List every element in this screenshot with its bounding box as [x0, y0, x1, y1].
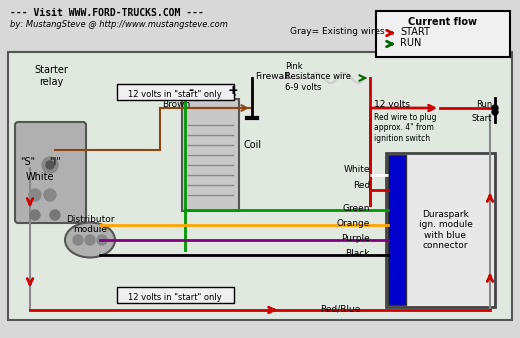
Text: Green: Green: [343, 204, 370, 213]
Text: Orange: Orange: [336, 219, 370, 228]
Circle shape: [492, 109, 498, 115]
Text: Coil: Coil: [243, 140, 261, 150]
Text: Start: Start: [472, 114, 492, 123]
Text: Duraspark
ign. module
with blue
connector: Duraspark ign. module with blue connecto…: [419, 210, 473, 250]
Text: Brown: Brown: [162, 100, 190, 109]
FancyBboxPatch shape: [386, 153, 495, 307]
Circle shape: [29, 189, 41, 201]
Text: -: -: [188, 84, 193, 97]
Circle shape: [42, 157, 58, 173]
Circle shape: [46, 161, 54, 169]
Text: --- Visit WWW.FORD-TRUCKS.COM ---: --- Visit WWW.FORD-TRUCKS.COM ---: [10, 8, 204, 18]
Text: "S": "S": [20, 157, 35, 167]
Circle shape: [44, 189, 56, 201]
Text: 12 volts in "start" only: 12 volts in "start" only: [128, 293, 222, 302]
Text: White: White: [26, 172, 54, 182]
Circle shape: [492, 105, 498, 111]
Text: White: White: [344, 166, 370, 174]
Text: 12 volts in "start" only: 12 volts in "start" only: [128, 90, 222, 99]
Text: Red: Red: [353, 180, 370, 190]
Text: Black: Black: [345, 249, 370, 258]
Text: Purple: Purple: [341, 234, 370, 243]
Text: +: +: [228, 84, 239, 97]
Text: Run: Run: [476, 100, 492, 109]
FancyBboxPatch shape: [388, 155, 406, 305]
Circle shape: [85, 235, 95, 245]
Circle shape: [50, 210, 60, 220]
Text: Pink
Resistance wire
6-9 volts: Pink Resistance wire 6-9 volts: [285, 62, 351, 92]
Text: "I": "I": [49, 157, 61, 167]
Text: Distributor
module: Distributor module: [66, 215, 114, 234]
FancyBboxPatch shape: [117, 287, 234, 303]
Text: Gray= Existing wires: Gray= Existing wires: [290, 27, 385, 37]
Text: Current flow: Current flow: [409, 17, 477, 27]
Circle shape: [30, 210, 40, 220]
Text: Red/Blue: Red/Blue: [320, 304, 360, 313]
Ellipse shape: [65, 222, 115, 258]
Text: START: START: [400, 27, 430, 37]
Text: Firewall: Firewall: [255, 72, 289, 81]
Text: by: MustangSteve @ http://www.mustangsteve.com: by: MustangSteve @ http://www.mustangste…: [10, 20, 228, 29]
FancyBboxPatch shape: [376, 11, 510, 57]
Text: 12 volts: 12 volts: [374, 100, 410, 109]
Circle shape: [73, 235, 83, 245]
Text: Red wire to plug
approx. 4" from
ignition switch: Red wire to plug approx. 4" from ignitio…: [374, 113, 436, 143]
FancyBboxPatch shape: [117, 84, 234, 100]
Text: Starter
relay: Starter relay: [34, 65, 68, 87]
Text: RUN: RUN: [400, 38, 421, 48]
Circle shape: [97, 235, 107, 245]
FancyBboxPatch shape: [182, 99, 239, 211]
FancyBboxPatch shape: [15, 122, 86, 223]
FancyBboxPatch shape: [8, 52, 512, 320]
